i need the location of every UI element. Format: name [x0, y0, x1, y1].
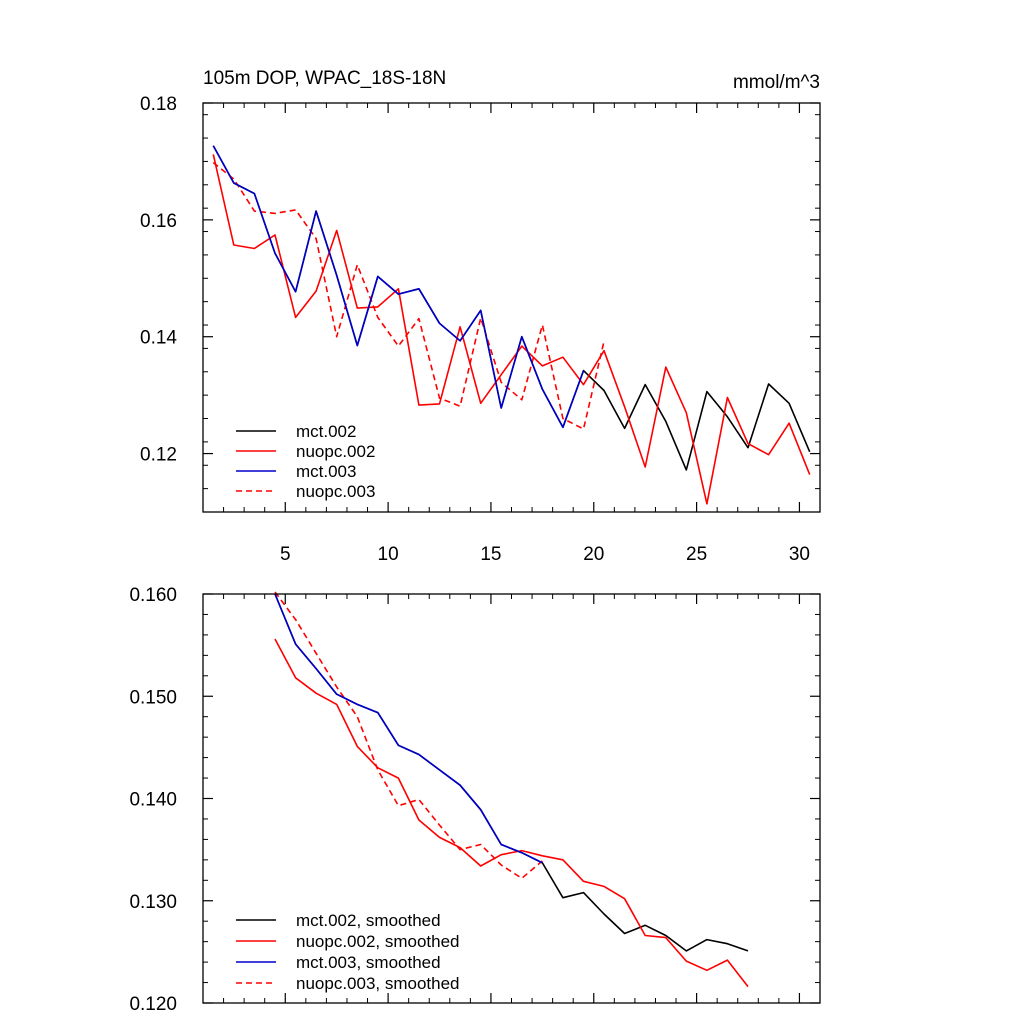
top-panel-axes: 5 10 15 20 25 30 0.12 0.14 0.16 0.18 — [140, 94, 821, 565]
x-tick-label: 20 — [583, 544, 604, 565]
bottom-panel: 0.120 0.130 0.140 0.150 0.160 mct.002, smoot… — [129, 585, 821, 1015]
bottom-panel-plot-area — [274, 591, 749, 988]
series-line-mct-003-smoothed — [274, 593, 543, 864]
x-tick-label: 15 — [480, 544, 501, 565]
y-tick-label: 0.18 — [140, 94, 177, 115]
legend-label: mct.003, smoothed — [296, 953, 441, 972]
legend-label: nuopc.002 — [296, 442, 375, 461]
legend-label: mct.003 — [296, 462, 356, 481]
series-line-mct-003 — [212, 145, 585, 429]
x-tick-label: 5 — [280, 544, 291, 565]
y-tick-label: 0.160 — [129, 585, 177, 606]
legend-label: nuopc.003, smoothed — [296, 974, 460, 993]
y-tick-label: 0.150 — [129, 687, 177, 708]
legend-label: nuopc.002, smoothed — [296, 932, 460, 951]
y-tick-label: 0.12 — [140, 445, 177, 466]
y-tick-label: 0.16 — [140, 211, 177, 232]
series-line-nuopc-002-smoothed — [274, 638, 749, 988]
top-panel-plot-area — [212, 145, 811, 505]
y-tick-label: 0.140 — [129, 790, 177, 811]
legend-label: mct.002 — [296, 422, 356, 441]
series-line-nuopc-003-smoothed — [274, 591, 543, 880]
y-tick-label: 0.120 — [129, 994, 177, 1015]
legend-label: mct.002, smoothed — [296, 911, 441, 930]
legend-label: nuopc.003 — [296, 482, 375, 501]
top-panel: 105m DOP, WPAC_18S-18N mmol/m^3 5 10 15 20 2… — [140, 68, 821, 565]
bottom-panel-frame — [202, 593, 821, 1004]
x-tick-label: 30 — [789, 544, 810, 565]
bottom-panel-legend: mct.002, smoothed nuopc.002, smoothed mct.… — [236, 911, 460, 993]
y-tick-label: 0.14 — [140, 328, 177, 349]
series-line-nuopc-002 — [212, 154, 811, 505]
y-tick-label: 0.130 — [129, 892, 177, 913]
x-tick-label: 25 — [686, 544, 707, 565]
x-tick-label: 10 — [378, 544, 399, 565]
top-panel-frame — [202, 102, 821, 513]
top-panel-units: mmol/m^3 — [733, 72, 820, 93]
top-panel-title: 105m DOP, WPAC_18S-18N — [203, 68, 446, 89]
series-line-nuopc-003 — [212, 161, 605, 430]
